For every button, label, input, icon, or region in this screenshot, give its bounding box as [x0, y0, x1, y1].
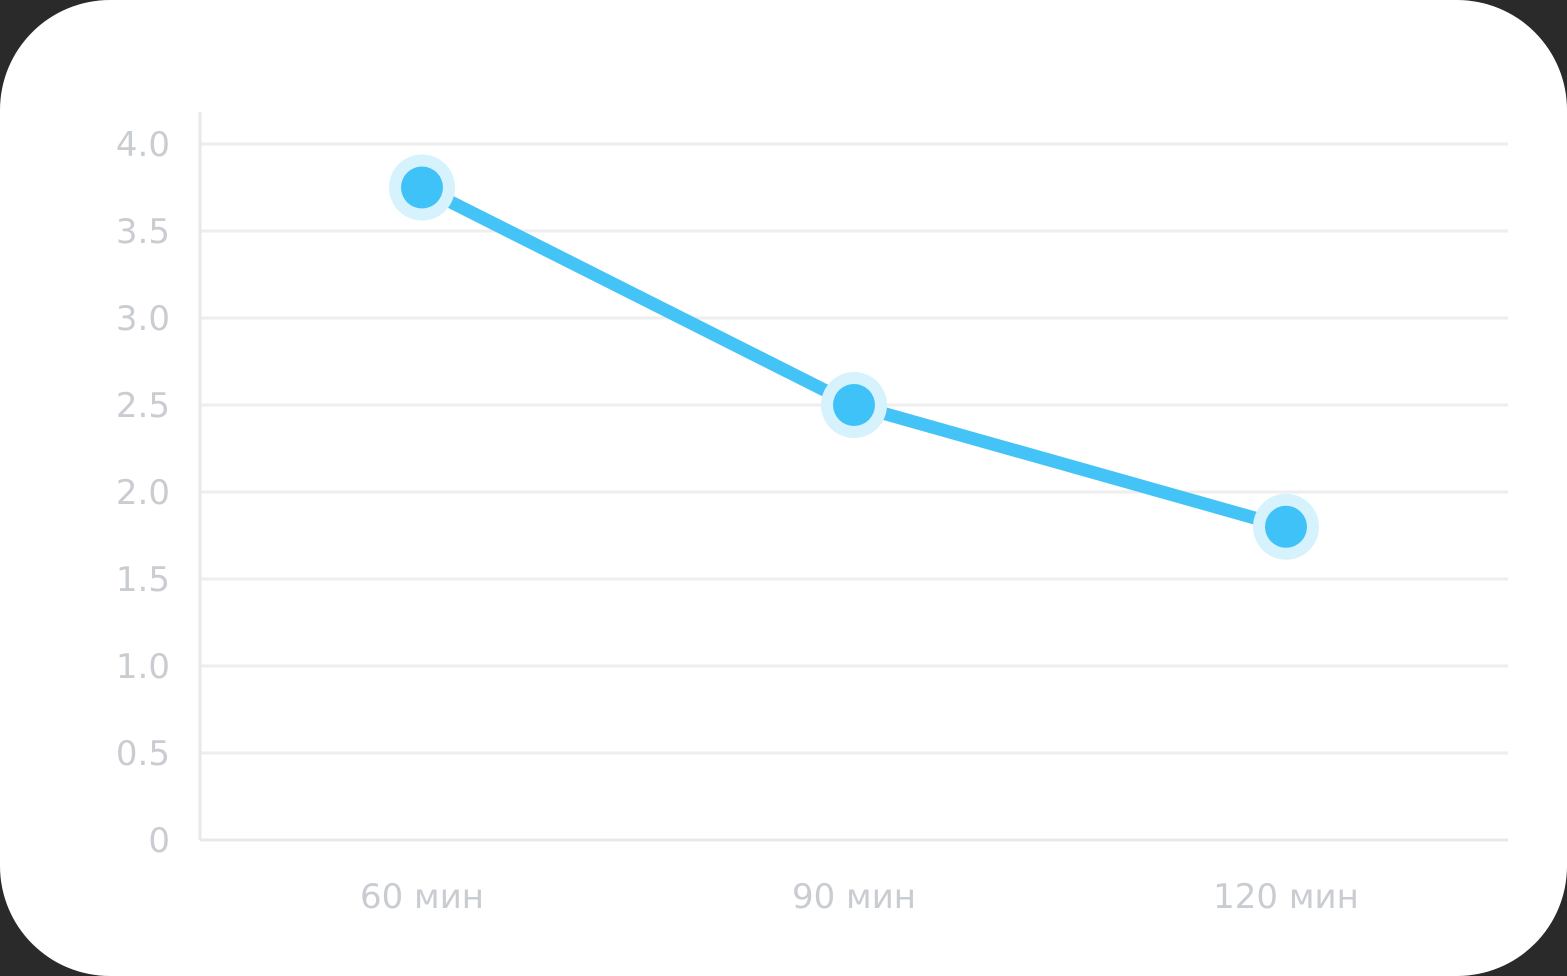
y-tick-label: 1.0 — [116, 647, 170, 687]
data-point[interactable] — [821, 372, 887, 438]
y-tick-label: 4.0 — [116, 125, 170, 165]
y-tick-label: 3.0 — [116, 299, 170, 339]
y-tick-label: 0.5 — [116, 734, 170, 774]
y-tick-label: 2.5 — [116, 386, 170, 426]
x-tick-label: 60 мин — [360, 877, 484, 917]
y-tick-label: 2.0 — [116, 473, 170, 513]
x-tick-label: 120 мин — [1213, 877, 1359, 917]
series — [389, 154, 1319, 560]
x-axis: 60 мин 90 мин 120 мин — [360, 877, 1359, 917]
data-point[interactable] — [389, 154, 455, 221]
y-tick-label: 3.5 — [116, 212, 170, 252]
y-tick-label: 0 — [148, 821, 170, 861]
x-tick-label: 90 мин — [792, 877, 916, 917]
y-tick-label: 1.5 — [116, 560, 170, 600]
data-point-marker — [1265, 505, 1307, 548]
data-point[interactable] — [1253, 493, 1319, 560]
series-line — [415, 181, 1293, 534]
y-axis: 0 0.5 1.0 1.5 2.0 2.5 3.0 3.5 4.0 — [116, 112, 202, 861]
grid-lines — [200, 142, 1508, 842]
data-point-marker — [401, 166, 443, 209]
data-point-marker — [833, 384, 875, 426]
